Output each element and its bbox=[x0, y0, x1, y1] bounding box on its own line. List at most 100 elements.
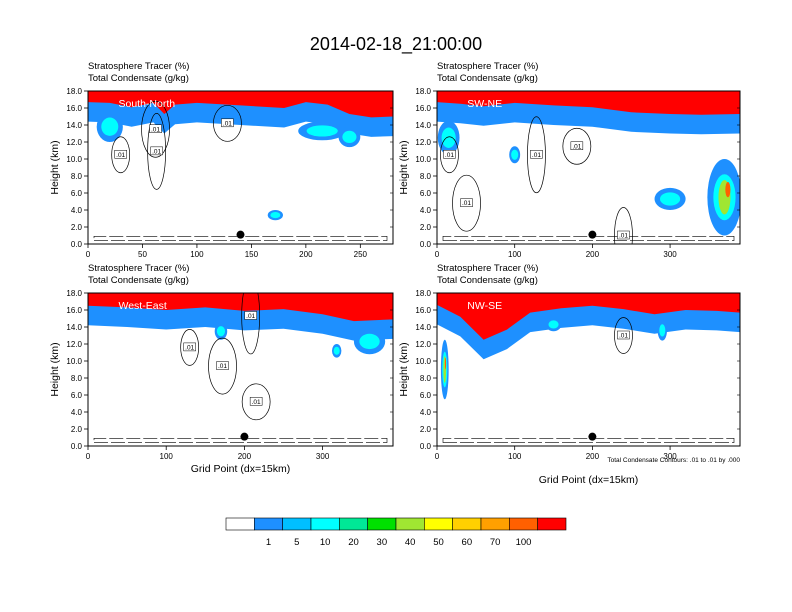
panel-p2: .01 .01 .01 .01 .01 SW-NE 0.0 2.0 4.0 6.0 8.0 10.0 1… bbox=[398, 61, 741, 259]
contour-label-box bbox=[221, 118, 234, 128]
tracer-blob-core bbox=[441, 127, 456, 148]
contour-footnote: Total Condensate Contours: .01 to .01 by… bbox=[607, 457, 740, 464]
contour-label-box bbox=[249, 397, 263, 406]
plot-frame bbox=[436, 292, 741, 447]
boundary-layer-contour bbox=[442, 438, 735, 443]
colorbar-label: 20 bbox=[348, 537, 359, 548]
tracer-core bbox=[437, 293, 740, 340]
plot-frame bbox=[436, 90, 741, 245]
tracer-blob-core bbox=[659, 192, 681, 206]
tracer-blob-core bbox=[359, 333, 380, 350]
condensate-contour bbox=[241, 293, 261, 355]
x-tick-label: 0 bbox=[435, 250, 440, 259]
tracer-blob-core bbox=[270, 212, 281, 219]
contour-label-box bbox=[149, 124, 162, 133]
colorbar-label: 5 bbox=[294, 537, 299, 548]
condensate-contour bbox=[452, 174, 481, 232]
tracer-blob-core bbox=[342, 130, 357, 144]
contour-label: .01 bbox=[462, 200, 471, 207]
tracer-core bbox=[437, 91, 740, 115]
condensate-contour bbox=[213, 104, 242, 142]
contour-label-box bbox=[530, 150, 543, 159]
y-tick-label: 2.0 bbox=[420, 223, 432, 232]
y-axis-label: Height (km) bbox=[398, 342, 410, 396]
y-tick-label: 16.0 bbox=[415, 306, 431, 315]
colorbar-label: 70 bbox=[490, 537, 501, 548]
contour-label: .01 bbox=[223, 120, 232, 127]
colorbar-label: 30 bbox=[377, 537, 388, 548]
tracer-blob-core bbox=[659, 324, 666, 337]
condensate-contour bbox=[614, 207, 633, 244]
x-tick-label: 200 bbox=[586, 250, 600, 259]
panel-header-condensate: Total Condensate (g/kg) bbox=[437, 73, 538, 84]
tracer-blob-core bbox=[216, 326, 226, 337]
condensate-contour bbox=[180, 329, 200, 366]
colorbar-swatch bbox=[395, 517, 425, 531]
location-marker bbox=[588, 230, 597, 239]
x-tick-label: 150 bbox=[245, 250, 259, 259]
y-tick-label: 2.0 bbox=[71, 223, 83, 232]
y-tick-label: 4.0 bbox=[71, 408, 83, 417]
plot-frame bbox=[87, 292, 394, 447]
y-tick-label: 12.0 bbox=[66, 340, 82, 349]
y-tick-label: 0.0 bbox=[71, 442, 83, 451]
panel-p1: .01 .01 .01 .01 South-North 0.0 2.0 4.0 6.0 8.0 10… bbox=[49, 61, 394, 259]
y-tick-label: 18.0 bbox=[66, 289, 82, 298]
section-label: NW-SE bbox=[467, 300, 502, 312]
panel-header-condensate: Total Condensate (g/kg) bbox=[88, 73, 189, 84]
contour-label-box bbox=[443, 150, 456, 159]
y-tick-label: 10.0 bbox=[66, 357, 82, 366]
y-tick-label: 14.0 bbox=[415, 323, 431, 332]
contour-label-box bbox=[460, 198, 473, 207]
condensate-contour bbox=[562, 127, 592, 165]
x-tick-label: 0 bbox=[435, 452, 440, 461]
boundary-layer-contour bbox=[442, 236, 735, 241]
contour-label: .01 bbox=[151, 126, 160, 133]
section-label: West-East bbox=[119, 300, 167, 312]
x-tick-label: 50 bbox=[138, 250, 147, 259]
y-tick-label: 18.0 bbox=[66, 87, 82, 96]
location-marker bbox=[240, 432, 249, 441]
y-tick-label: 8.0 bbox=[71, 172, 83, 181]
y-tick-label: 18.0 bbox=[415, 289, 431, 298]
tracer-blob-core bbox=[511, 149, 519, 160]
x-tick-label: 0 bbox=[86, 250, 91, 259]
y-tick-label: 4.0 bbox=[420, 408, 432, 417]
contour-label-box bbox=[617, 330, 630, 340]
colorbar-label: 50 bbox=[433, 537, 444, 548]
tracer-blob-core bbox=[101, 117, 119, 136]
y-tick-label: 16.0 bbox=[66, 306, 82, 315]
y-tick-label: 16.0 bbox=[66, 104, 82, 113]
condensate-contour bbox=[241, 383, 271, 421]
panel-header-condensate: Total Condensate (g/kg) bbox=[88, 275, 189, 286]
tracer-core bbox=[88, 91, 393, 118]
panel-header-tracer: Stratosphere Tracer (%) bbox=[437, 263, 538, 274]
x-tick-label: 100 bbox=[190, 250, 204, 259]
y-tick-label: 10.0 bbox=[415, 357, 431, 366]
y-tick-label: 10.0 bbox=[415, 155, 431, 164]
y-tick-label: 18.0 bbox=[415, 87, 431, 96]
colorbar-label: 40 bbox=[405, 537, 416, 548]
panel-header-tracer: Stratosphere Tracer (%) bbox=[437, 61, 538, 72]
contour-label-box bbox=[183, 342, 196, 352]
y-tick-label: 2.0 bbox=[71, 425, 83, 434]
colorbar-label: 100 bbox=[516, 537, 532, 548]
x-tick-label: 200 bbox=[238, 452, 252, 461]
y-tick-label: 12.0 bbox=[415, 138, 431, 147]
contour-label: .01 bbox=[152, 148, 161, 155]
y-tick-label: 0.0 bbox=[420, 240, 432, 249]
x-tick-label: 200 bbox=[586, 452, 600, 461]
contour-label: .01 bbox=[619, 233, 628, 240]
contour-label: .01 bbox=[218, 363, 227, 370]
condensate-contour bbox=[111, 136, 131, 174]
plot-area: .01 NW-SE bbox=[437, 293, 740, 446]
boundary-layer-contour bbox=[93, 438, 388, 443]
y-tick-label: 8.0 bbox=[420, 374, 432, 383]
x-tick-label: 100 bbox=[508, 452, 522, 461]
colorbar-label: 1 bbox=[266, 537, 271, 548]
contour-label-box bbox=[114, 150, 127, 159]
contour-label: .01 bbox=[445, 152, 454, 159]
colorbar-swatch bbox=[310, 517, 340, 531]
panel-header-tracer: Stratosphere Tracer (%) bbox=[88, 263, 189, 274]
